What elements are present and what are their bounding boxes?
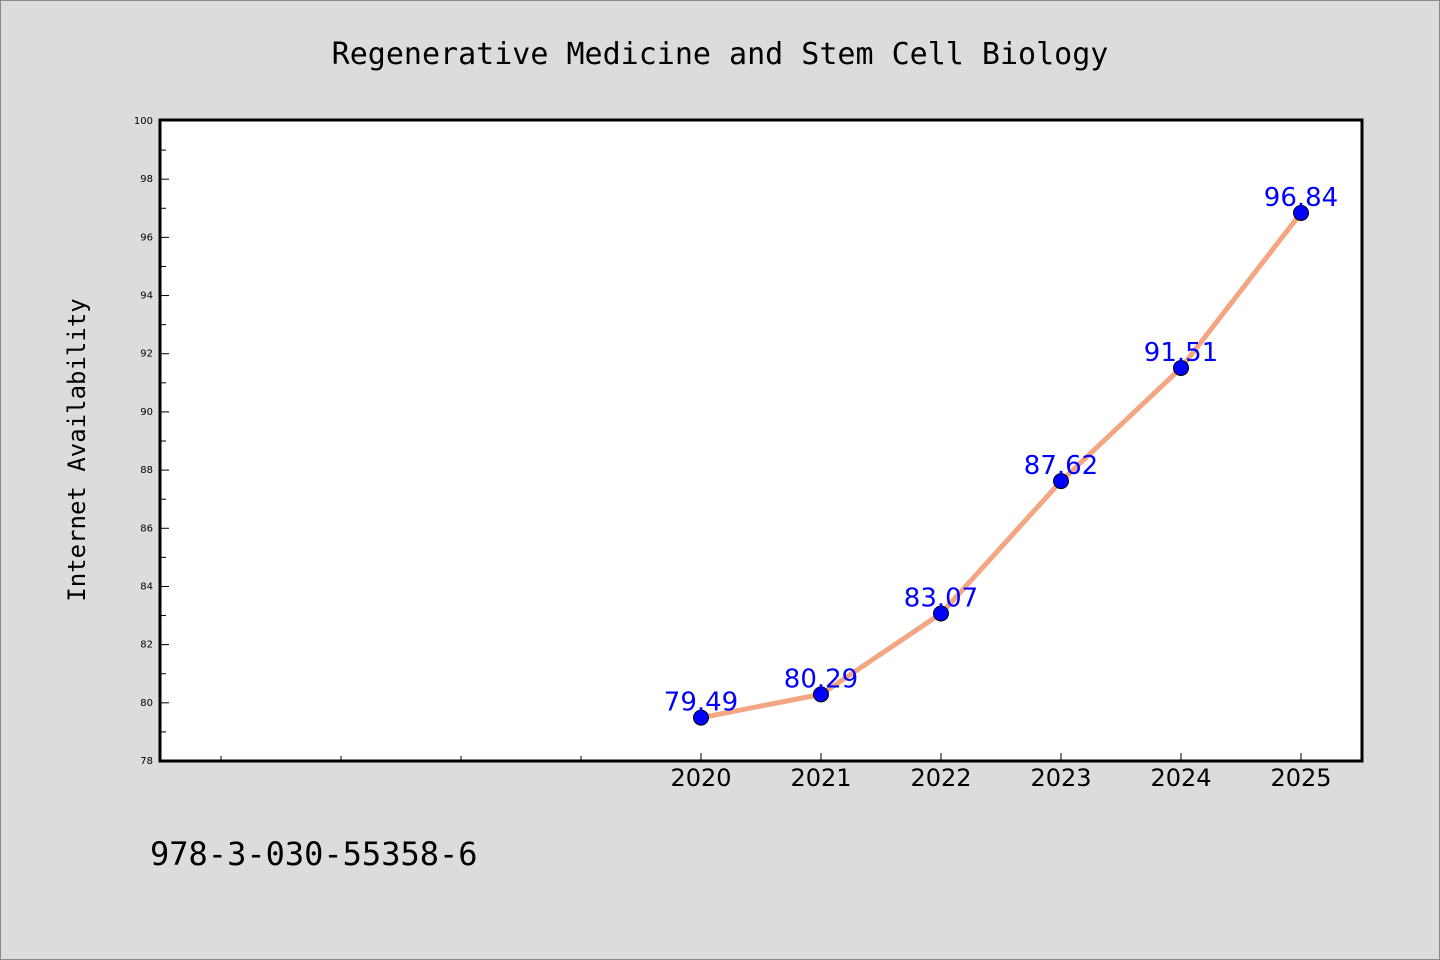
y-tick-label: 82 [140,640,153,651]
y-tick-label: 88 [140,465,153,476]
y-tick-label: 84 [140,581,153,592]
isbn-text: 978-3-030-55358-6 [150,835,478,873]
x-tick-label: 2025 [1270,764,1331,792]
y-tick-label: 96 [140,232,153,243]
data-points [693,204,1309,726]
x-tick-label: 2024 [1150,764,1211,792]
y-tick-label: 98 [140,174,153,185]
x-tick-label: 2022 [910,764,971,792]
plot-area [158,118,1364,763]
data-label: 83.07 [904,584,978,614]
y-tick-label: 94 [140,291,153,302]
data-label: 87.62 [1024,451,1098,481]
y-tick-label: 78 [140,756,153,767]
y-tick-label: 92 [140,349,153,360]
x-tick-label: 2023 [1030,764,1091,792]
x-tick-label: 2021 [790,764,851,792]
data-label: 96.84 [1264,183,1338,213]
y-tick-label: 80 [140,698,153,709]
x-axis: 2020 2021 2022 2023 2024 2025 [220,753,1332,792]
data-point [693,709,709,726]
data-point [933,605,949,622]
data-label: 79.49 [664,688,738,718]
data-point [1173,359,1189,376]
y-tick-label: 86 [140,523,153,534]
y-axis: 78 80 82 84 86 88 90 92 94 96 98 100 [134,116,169,767]
data-point [1293,204,1309,221]
data-point [1053,473,1069,490]
y-tick-label: 100 [134,116,153,127]
data-label: 91.51 [1144,338,1218,368]
x-tick-label: 2020 [670,764,731,792]
series-line-group [698,210,1304,721]
chart-title: Regenerative Medicine and Stem Cell Biol… [332,37,1109,72]
data-label: 80.29 [784,664,858,694]
series-line [698,210,1304,721]
data-labels: 79.49 80.29 83.07 87.62 91.51 96.84 [664,183,1338,718]
y-tick-label: 90 [140,407,153,418]
data-point [813,686,829,703]
y-axis-label: Internet Availability [63,298,91,601]
